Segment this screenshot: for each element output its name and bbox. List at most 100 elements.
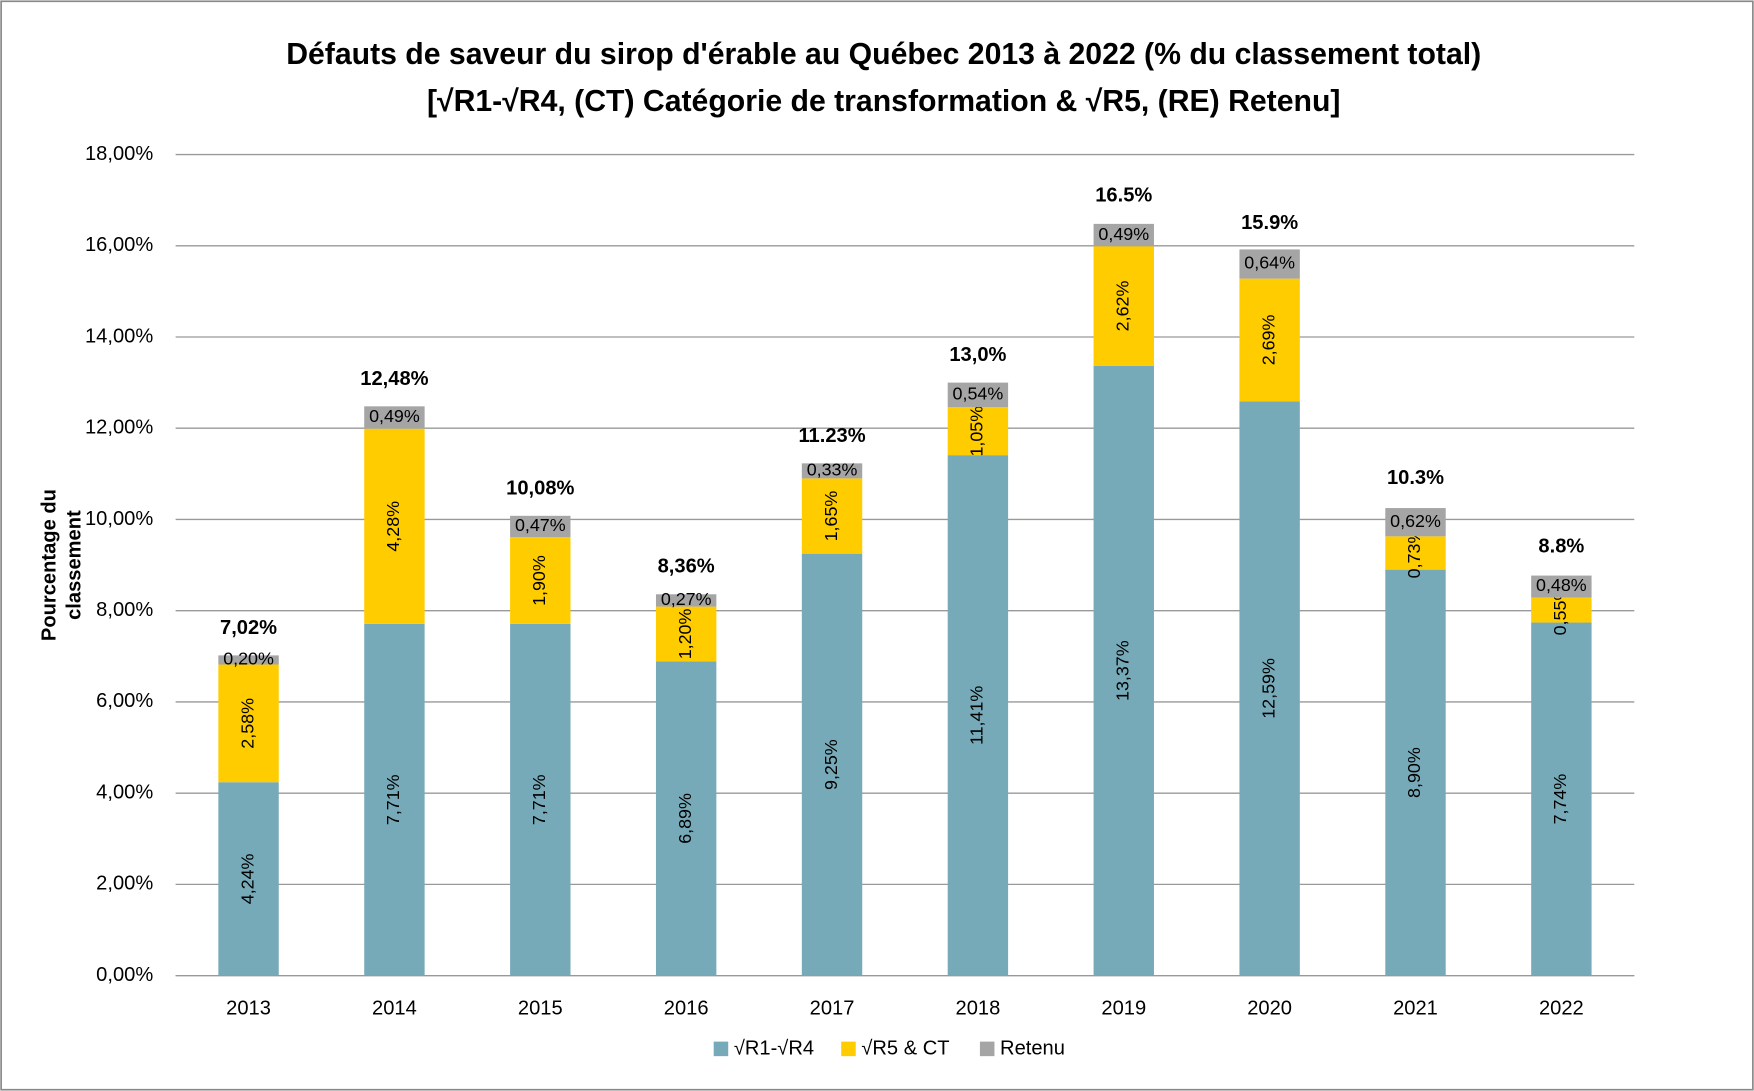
value-label: 6,89% [675, 793, 695, 844]
x-tick-label: 2016 [664, 997, 709, 1019]
value-label: 0,73% [1404, 528, 1424, 579]
x-tick-label: 2021 [1393, 997, 1438, 1019]
value-label: 1,65% [821, 491, 841, 542]
y-axis-title: Pourcentage du classement [39, 489, 86, 641]
bar-segment [364, 406, 425, 429]
total-label: 15.9% [1241, 212, 1298, 234]
total-label: 10,08% [506, 477, 574, 499]
chart-title: Défauts de saveur du sirop d'érable au Q… [286, 38, 1481, 71]
value-label: 4,28% [383, 501, 403, 552]
value-label: 2,58% [237, 698, 257, 749]
bar-segment [510, 515, 571, 538]
legend-label: √R5 & CT [861, 1038, 949, 1060]
value-label: 2,62% [1112, 281, 1132, 332]
y-tick-label: 16,00% [85, 234, 153, 256]
value-label: 1,20% [675, 609, 695, 660]
bar-segment [1385, 508, 1446, 537]
y-axis-title-line: Pourcentage du [39, 489, 61, 641]
x-tick-label: 2014 [372, 997, 417, 1019]
bar-segment [1531, 597, 1592, 623]
value-label: 0,64% [1244, 253, 1295, 273]
y-tick-label: 14,00% [85, 325, 153, 347]
x-tick-label: 2017 [810, 997, 855, 1019]
bar-segment [1385, 569, 1446, 976]
bar-segment [1093, 365, 1154, 976]
bar-segment [218, 782, 279, 976]
value-label: 0,48% [1536, 575, 1587, 595]
bar-segment [801, 553, 863, 976]
y-tick-label: 18,00% [85, 143, 153, 165]
value-label: 0,62% [1390, 511, 1441, 531]
bar-segment [1093, 246, 1154, 366]
total-label: 8.8% [1538, 536, 1584, 558]
y-tick-label: 4,00% [96, 781, 153, 803]
chart-title: [√R1-√R4, (CT) Catégorie de transformati… [427, 85, 1340, 118]
value-label: 0,27% [661, 589, 712, 609]
x-tick-label: 2013 [226, 997, 271, 1019]
legend-label: Retenu [1000, 1038, 1065, 1060]
x-tick-label: 2019 [1101, 997, 1146, 1019]
x-tick-label: 2020 [1247, 997, 1292, 1019]
value-label: 11,41% [967, 686, 987, 745]
bar-segment [1385, 536, 1446, 570]
bar-segment [1239, 401, 1300, 976]
bar-segment [1531, 575, 1592, 598]
value-label: 0,49% [1098, 224, 1149, 244]
y-axis-title-line: classement [63, 510, 85, 620]
value-label: 7,74% [1550, 774, 1570, 825]
bar-segment [364, 428, 425, 624]
value-label: 2,69% [1258, 315, 1278, 366]
bar-segment [947, 407, 1009, 456]
bar-segment [801, 463, 863, 479]
value-label: 8,90% [1404, 747, 1424, 798]
bar-segment [947, 382, 1009, 408]
value-label: 1,90% [529, 555, 549, 606]
y-tick-label: 10,00% [85, 508, 153, 530]
bar-segment [1093, 223, 1154, 247]
legend-swatch [979, 1041, 995, 1057]
bar-segment [1239, 278, 1300, 402]
total-label: 7,02% [220, 617, 277, 639]
total-label: 8,36% [658, 556, 715, 578]
total-label: 12,48% [360, 368, 428, 390]
value-label: 1,05% [967, 406, 987, 457]
bar-segment [1239, 249, 1300, 279]
total-label: 16.5% [1095, 184, 1152, 206]
total-label: 10.3% [1387, 467, 1444, 489]
value-label: 0,20% [223, 649, 274, 669]
bar-segment [364, 623, 425, 976]
bar-segment [655, 661, 717, 976]
x-tick-label: 2022 [1539, 997, 1584, 1019]
total-label: 13,0% [949, 344, 1006, 366]
value-label: 9,25% [821, 739, 841, 790]
y-tick-label: 12,00% [85, 417, 153, 439]
value-label: 0,33% [807, 460, 858, 480]
bar-segment [218, 655, 279, 665]
bar-segment [1531, 622, 1592, 976]
value-label: 0,47% [515, 515, 566, 535]
legend-swatch [841, 1041, 856, 1057]
bar-segment [947, 455, 1009, 976]
value-label: 0,49% [369, 406, 420, 426]
y-tick-label: 8,00% [96, 599, 153, 621]
value-label: 13,37% [1112, 640, 1132, 701]
bar-segment [510, 537, 571, 624]
y-tick-label: 0,00% [96, 964, 153, 986]
bar-segment [801, 478, 863, 554]
value-label: 7,71% [383, 774, 403, 825]
total-label: 11.23% [798, 425, 865, 447]
value-label: 0,54% [953, 384, 1004, 404]
legend-label: √R1-√R4 [734, 1038, 814, 1060]
y-tick-label: 6,00% [96, 690, 153, 712]
bar-segment [510, 623, 571, 976]
value-label: 7,71% [529, 774, 549, 825]
x-tick-label: 2015 [518, 997, 563, 1019]
bar-segment [655, 594, 717, 607]
value-label: 12,59% [1258, 658, 1278, 719]
y-tick-label: 2,00% [96, 873, 153, 895]
bar-segment [655, 606, 717, 662]
x-tick-label: 2018 [956, 997, 1001, 1019]
value-label: 4,24% [237, 853, 257, 904]
